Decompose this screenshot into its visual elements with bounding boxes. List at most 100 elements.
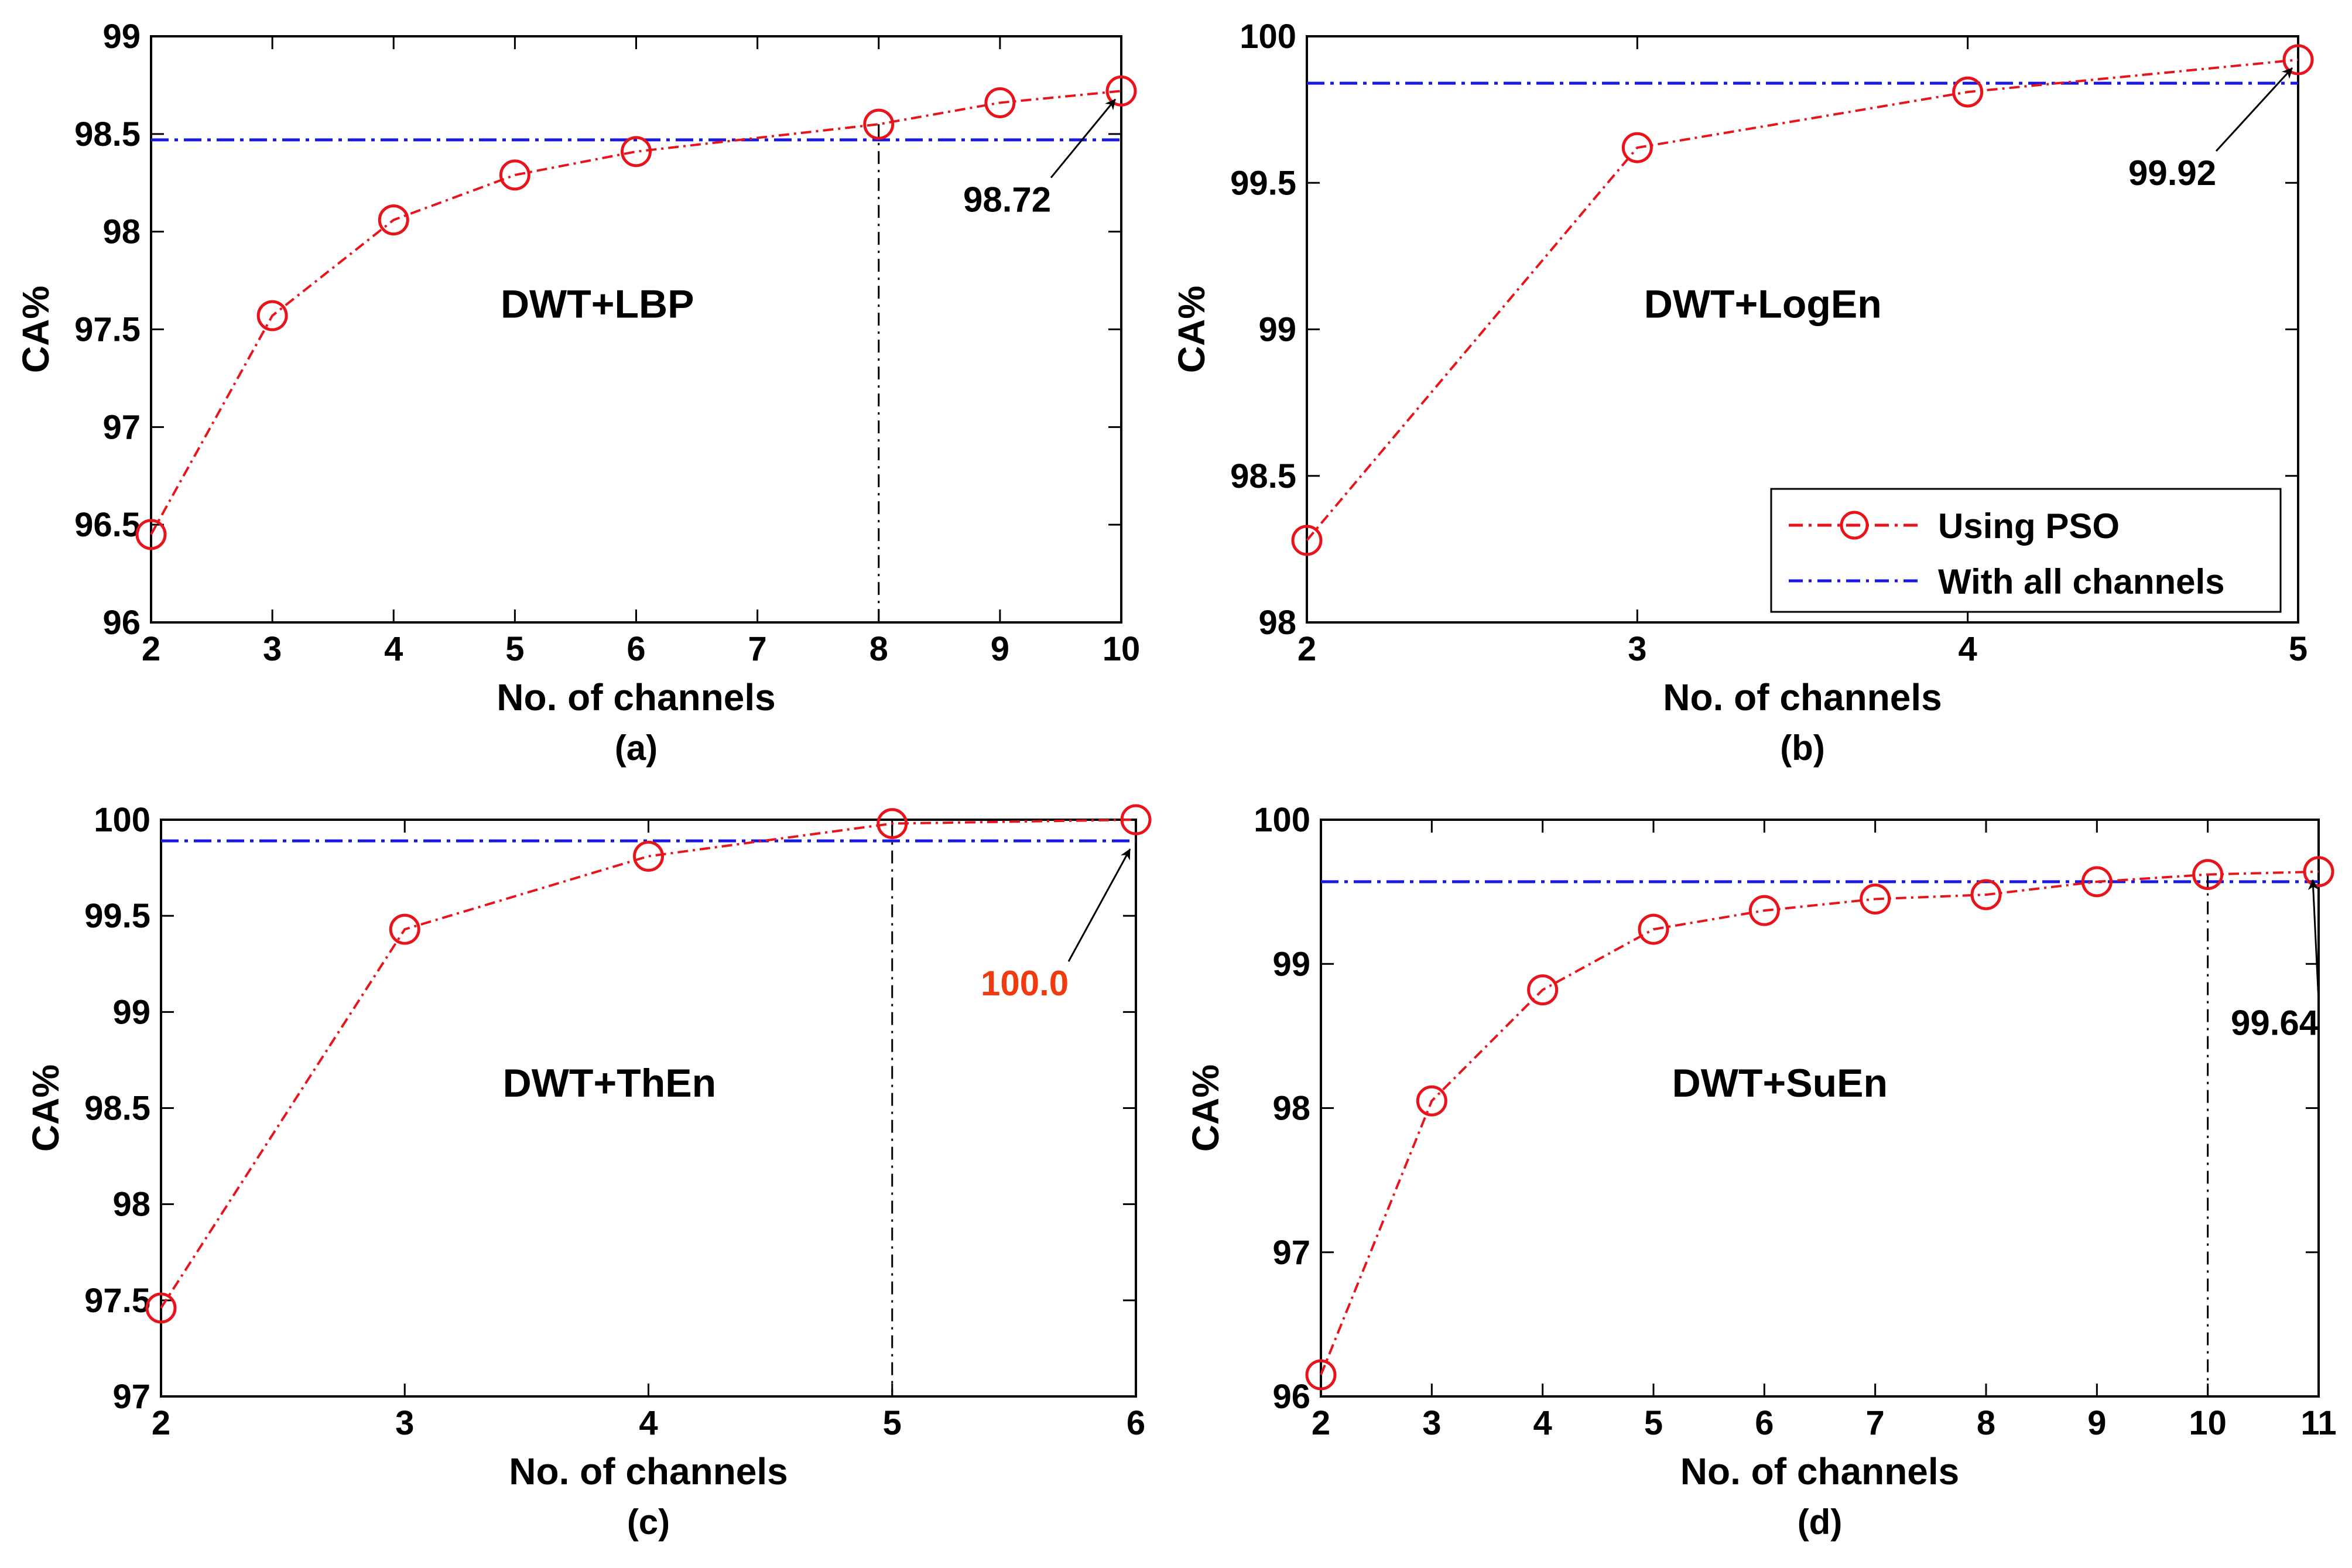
y-tick-label: 99.5 <box>1230 164 1296 202</box>
pso-point <box>389 913 420 945</box>
x-tick-label: 3 <box>263 630 282 668</box>
x-tick-label: 11 <box>2300 1404 2336 1442</box>
pso-point <box>621 136 652 167</box>
y-axis-label: CA% <box>1170 286 1213 373</box>
x-tick-label: 5 <box>2289 630 2308 668</box>
x-axis-label: No. of channels <box>509 1450 788 1492</box>
y-tick-label: 99.5 <box>84 897 150 935</box>
x-tick-label: 9 <box>2087 1404 2106 1442</box>
pso-point <box>1970 879 2002 910</box>
x-tick-label: 2 <box>152 1404 170 1442</box>
chart-title: DWT+SuEn <box>1672 1061 1888 1105</box>
annotation-arrow <box>2308 879 2320 1001</box>
legend-label: With all channels <box>1938 562 2225 601</box>
pso-point <box>2282 44 2314 76</box>
annotation-arrow <box>1050 98 1117 179</box>
pso-point <box>1105 75 1137 107</box>
panel-caption: (c) <box>627 1502 670 1542</box>
y-tick-label: 99 <box>102 18 141 56</box>
x-tick-label: 8 <box>1977 1404 1995 1442</box>
y-tick-label: 98.5 <box>74 115 141 153</box>
x-tick-label: 7 <box>1866 1404 1885 1442</box>
y-axis-label: CA% <box>25 1064 67 1152</box>
chart-panel-d: 2 3 4 5 6 7 8 9 10 11 96 97 98 99 100 No. of channels CA… <box>1184 801 2337 1542</box>
pso-series-line <box>150 90 1122 535</box>
pso-point <box>1748 895 1780 926</box>
pso-point <box>1638 913 1669 945</box>
chart-panel-a: 2 3 4 5 6 7 8 9 10 96 96.5 97 97.5 98 98.5 99 No. of cha… <box>15 18 1140 768</box>
pso-point <box>1291 525 1323 556</box>
pso-point <box>145 1292 177 1324</box>
x-tick-label: 8 <box>869 630 888 668</box>
y-tick-label: 98 <box>112 1186 150 1224</box>
x-tick-label: 4 <box>384 630 403 668</box>
y-axis-label: CA% <box>15 286 57 373</box>
x-tick-label: 3 <box>1422 1404 1441 1442</box>
pso-point <box>1527 974 1559 1006</box>
pso-point <box>1860 883 1891 915</box>
y-axis-label: CA% <box>1184 1064 1227 1152</box>
panel-caption: (d) <box>1798 1502 1843 1542</box>
pso-point <box>1120 804 1152 836</box>
x-tick-label: 5 <box>1644 1404 1663 1442</box>
x-tick-label: 2 <box>1312 1404 1330 1442</box>
y-tick-label: 97 <box>102 408 141 446</box>
y-tick-label: 96.5 <box>74 506 141 544</box>
x-tick-label: 9 <box>991 630 1009 668</box>
x-tick-label: 6 <box>1755 1404 1774 1442</box>
x-axis-label: No. of channels <box>497 676 776 718</box>
x-axis-label: No. of channels <box>1680 1450 1960 1492</box>
pso-point <box>1305 1359 1337 1391</box>
chart-panel-c: 2 3 4 5 6 97 97.5 98 98.5 99 99.5 100 No. of channel… <box>25 801 1152 1542</box>
y-tick-label: 96 <box>102 604 141 642</box>
y-tick-label: 100 <box>1240 18 1296 56</box>
x-tick-label: 10 <box>1103 630 1141 668</box>
pso-point <box>499 159 530 191</box>
y-tick-label: 98 <box>1258 604 1296 642</box>
chart-title: DWT+LBP <box>501 282 694 326</box>
y-tick-label: 98.5 <box>84 1090 150 1128</box>
x-tick-label: 5 <box>505 630 524 668</box>
x-tick-label: 6 <box>626 630 645 668</box>
y-tick-label: 99 <box>112 993 150 1031</box>
pso-point <box>2303 856 2334 888</box>
x-tick-label: 7 <box>748 630 766 668</box>
y-tick-label: 96 <box>1272 1378 1310 1416</box>
annotation-arrow <box>2215 67 2293 152</box>
panel-caption: (b) <box>1780 728 1825 768</box>
annotation-label: 100.0 <box>981 964 1069 1003</box>
y-tick-label: 98 <box>102 213 141 251</box>
annotation-arrow <box>1067 848 1131 962</box>
pso-point <box>1952 76 1984 108</box>
annotation-label: 99.64 <box>2231 1004 2319 1043</box>
y-tick-label: 99 <box>1272 945 1310 983</box>
pso-point <box>2192 859 2224 891</box>
pso-point <box>984 87 1016 118</box>
pso-point <box>877 808 908 840</box>
pso-series-line <box>160 819 1136 1309</box>
annotation-label: 98.72 <box>963 180 1051 219</box>
chart-title: DWT+ThEn <box>503 1061 717 1105</box>
y-tick-label: 97.5 <box>74 311 141 349</box>
pso-point <box>1621 132 1653 163</box>
x-tick-label: 4 <box>639 1404 658 1442</box>
pso-point <box>135 519 167 550</box>
x-tick-label: 6 <box>1127 1404 1145 1442</box>
y-tick-label: 98.5 <box>1230 457 1296 495</box>
y-tick-label: 98 <box>1272 1090 1310 1128</box>
pso-point <box>1416 1085 1447 1117</box>
y-tick-label: 97 <box>1272 1234 1310 1272</box>
legend: Using PSO With all channels <box>1770 488 2282 613</box>
pso-point <box>378 204 409 236</box>
pso-point <box>633 840 664 872</box>
x-tick-label: 4 <box>1533 1404 1552 1442</box>
y-tick-label: 100 <box>94 801 150 839</box>
legend-label: Using PSO <box>1938 506 2120 546</box>
annotation-label: 99.92 <box>2128 153 2216 193</box>
x-tick-label: 5 <box>883 1404 902 1442</box>
x-tick-label: 2 <box>1297 630 1316 668</box>
y-tick-label: 97 <box>112 1378 150 1416</box>
y-tick-label: 100 <box>1254 801 1310 839</box>
